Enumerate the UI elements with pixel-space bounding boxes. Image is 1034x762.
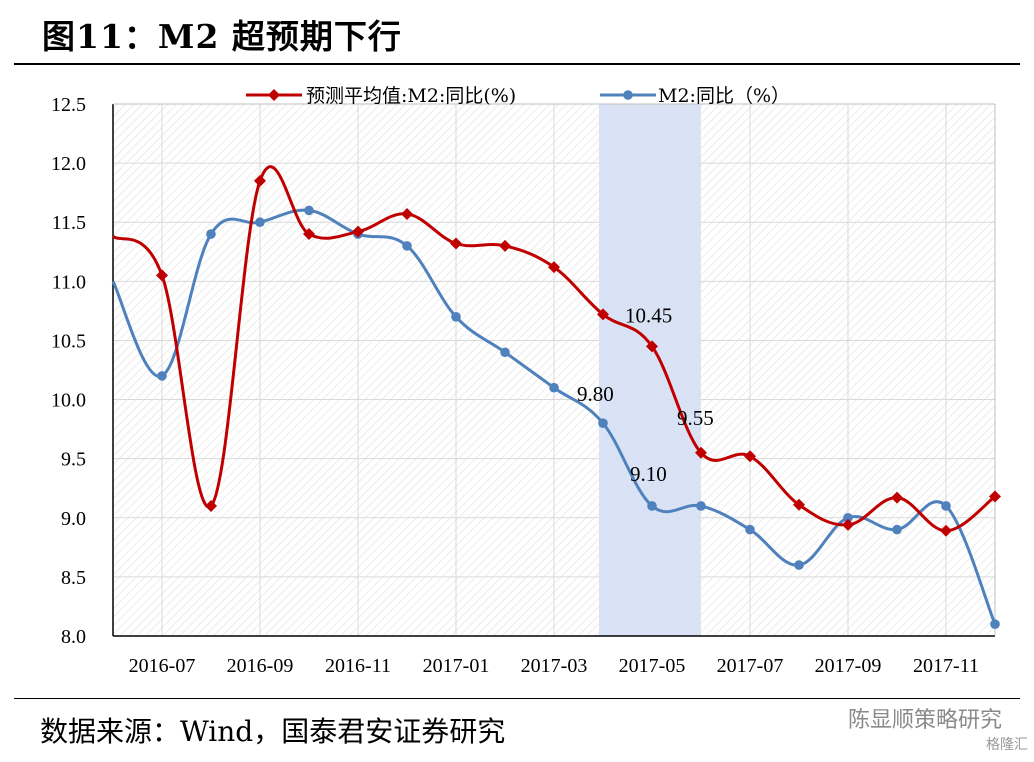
data-label: 10.45: [625, 303, 672, 327]
data-point: [892, 524, 902, 535]
data-point: [794, 560, 804, 570]
series-forecast: [112, 165, 1001, 537]
data-point: [745, 524, 755, 535]
y-tick-label: 11.5: [52, 212, 86, 234]
data-point: [254, 174, 266, 187]
legend-label: 预测平均值:M2:同比(%): [306, 85, 516, 107]
x-tick-label: 2017-09: [815, 655, 882, 677]
data-point: [891, 491, 903, 504]
x-tick-label: 2016-09: [227, 655, 294, 677]
y-tick-label: 12.5: [51, 94, 86, 116]
y-tick-label: 9.0: [61, 508, 86, 530]
data-point: [402, 241, 412, 251]
data-point: [696, 501, 706, 511]
y-tick-label: 10.5: [51, 330, 86, 352]
legend-item-actual: M2:同比（%）: [600, 85, 790, 107]
y-tick-labels: 8.0 8.5 9.0 9.5 10.0 10.5 11.0 11.5 12.0 12.5: [51, 94, 86, 648]
shaded-period: [599, 104, 701, 636]
data-point: [303, 228, 315, 241]
legend-item-forecast: 预测平均值:M2:同比(%): [246, 85, 516, 107]
x-tick-label: 2017-11: [913, 655, 979, 677]
legend: 预测平均值:M2:同比(%) M2:同比（%）: [246, 85, 790, 107]
data-point: [206, 229, 216, 239]
data-point: [744, 450, 756, 463]
x-tick-label: 2017-07: [717, 655, 784, 677]
data-point: [304, 205, 314, 216]
data-point: [989, 490, 1001, 503]
data-point: [695, 446, 707, 459]
data-point: [450, 237, 462, 250]
x-tick-label: 2016-07: [129, 655, 196, 677]
data-point: [401, 207, 413, 220]
annotations: 10.45 9.80 9.55 9.10: [577, 303, 714, 486]
data-point: [499, 239, 511, 252]
m2-line-chart: 8.0 8.5 9.0 9.5 10.0 10.5 11.0 11.5 12.0 12.5 201…: [51, 85, 1001, 677]
y-tick-label: 8.0: [61, 626, 86, 648]
data-point: [500, 347, 510, 358]
watermark-logo: 格隆汇: [986, 737, 1028, 753]
y-tick-label: 10.0: [51, 390, 86, 412]
figure-title: 图11：M2 超预期下行: [42, 17, 402, 56]
y-tick-label: 9.5: [61, 449, 86, 471]
data-point: [793, 498, 805, 511]
data-point: [990, 619, 1000, 629]
data-label: 9.55: [677, 406, 714, 430]
data-label: 9.10: [630, 462, 667, 486]
x-tick-label: 2016-11: [325, 655, 391, 677]
data-point: [646, 340, 658, 353]
data-point: [597, 308, 609, 321]
data-point: [940, 524, 952, 537]
y-tick-label: 11.0: [52, 271, 86, 293]
axes: [112, 103, 996, 637]
data-point: [451, 312, 461, 322]
legend-label: M2:同比（%）: [658, 85, 790, 107]
data-point: [843, 512, 853, 523]
data-point: [205, 499, 217, 512]
bottom-rule: [14, 698, 1020, 699]
data-point: [255, 217, 265, 228]
source-note: 数据来源：Wind，国泰君安证券研究: [40, 715, 506, 748]
x-tick-label: 2017-01: [423, 655, 490, 677]
shaded-band: [599, 104, 701, 636]
watermark: 陈显顺策略研究: [847, 708, 1002, 733]
data-point: [842, 518, 854, 531]
data-point: [598, 418, 608, 429]
x-tick-label: 2017-05: [619, 655, 686, 677]
data-point: [157, 371, 167, 381]
y-tick-label: 8.5: [61, 567, 86, 589]
legend-marker: [268, 89, 280, 101]
data-label: 9.80: [577, 382, 614, 406]
data-point: [549, 382, 559, 393]
data-point: [548, 261, 560, 274]
data-point: [156, 269, 168, 282]
data-point: [941, 501, 951, 511]
series-group: [111, 165, 1001, 629]
data-point: [647, 501, 657, 511]
x-tick-label: 2017-03: [521, 655, 588, 677]
top-rule: [14, 63, 1020, 65]
y-tick-label: 12.0: [51, 153, 86, 175]
data-point: [352, 225, 364, 238]
legend-marker: [623, 90, 633, 100]
x-tick-labels: 2016-07 2016-09 2016-11 2017-01 2017-03 2017-…: [129, 655, 979, 677]
